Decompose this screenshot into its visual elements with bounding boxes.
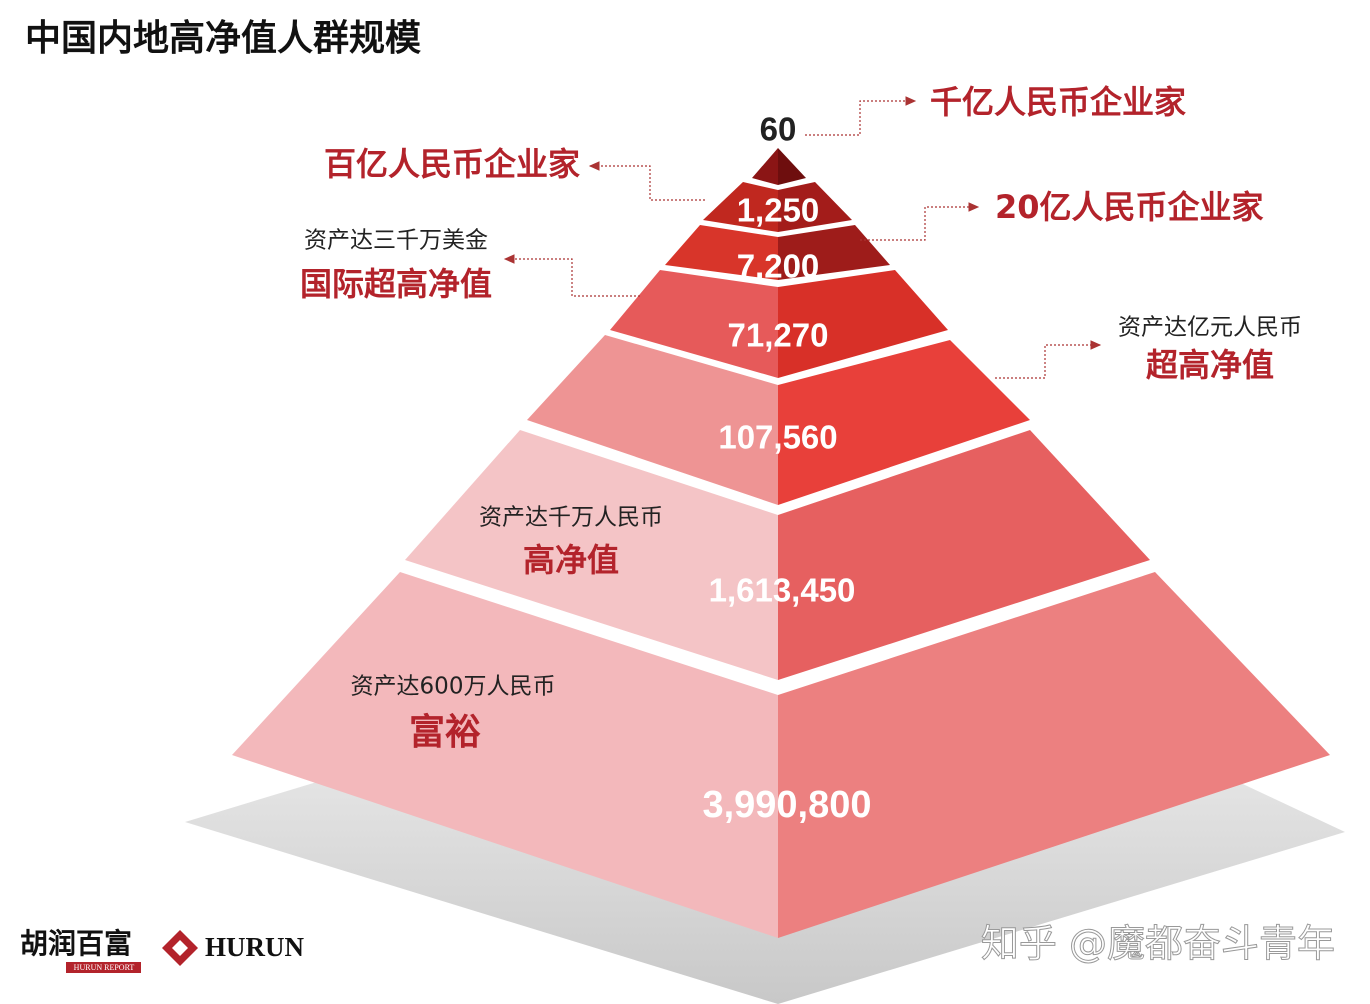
tier-value: 60: [760, 111, 797, 148]
tier-value: 107,560: [718, 419, 837, 456]
tier-label: 高净值: [523, 541, 619, 579]
logos: 胡润百富 HURUN REPORT HURUN: [20, 927, 304, 973]
tier-label: 20亿人民币企业家: [995, 188, 1264, 226]
tier-value: 1,613,450: [709, 572, 856, 609]
layer-right: [778, 225, 890, 280]
pyramid: [232, 148, 1330, 938]
layer-left: [405, 430, 778, 680]
tier-value: 1,250: [737, 192, 820, 229]
tier-caption: 资产达600万人民币: [351, 674, 556, 700]
logo-sub: HURUN REPORT: [74, 963, 135, 972]
tier-label: 百亿人民币企业家: [324, 145, 580, 183]
layer-left: [752, 148, 778, 185]
tier-label: 富裕: [409, 711, 481, 753]
layer-right: [778, 148, 806, 185]
layer-left: [232, 572, 778, 938]
tier-value: 3,990,800: [702, 784, 871, 826]
layer-left: [665, 225, 778, 280]
logo-bar: [66, 962, 141, 973]
tier-caption: 资产达亿元人民币: [1118, 315, 1302, 341]
layer-right: [778, 182, 852, 232]
layer-right: [778, 572, 1330, 938]
layer-right: [778, 270, 948, 378]
tier-label: 千亿人民币企业家: [930, 83, 1186, 121]
layer-right: [778, 430, 1150, 680]
layer-left: [703, 182, 778, 232]
logo-en: HURUN: [205, 932, 304, 962]
tier-label: 超高净值: [1146, 346, 1274, 384]
tier-caption: 资产达千万人民币: [479, 505, 663, 531]
tier-caption: 资产达三千万美金: [304, 228, 488, 254]
tier-label: 国际超高净值: [300, 265, 492, 303]
logo-cn: 胡润百富: [20, 927, 132, 960]
connectors: [503, 96, 1102, 379]
layer-right: [778, 340, 1030, 505]
title: 中国内地高净值人群规模: [25, 18, 421, 59]
tier-value: 71,270: [728, 317, 829, 354]
watermark: 知乎 @魔都奋斗青年: [981, 922, 1335, 966]
layer-left: [527, 335, 778, 505]
layer-left: [610, 270, 778, 378]
logo-mark-inner: [172, 940, 188, 956]
tier-value: 7,200: [737, 248, 820, 285]
